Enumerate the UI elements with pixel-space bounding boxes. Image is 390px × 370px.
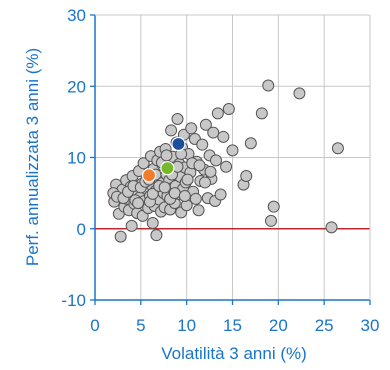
y-tick-label-10: 10: [67, 149, 86, 168]
data-point-96: [325, 221, 338, 234]
data-point-125: [199, 176, 211, 189]
x-tick-label-10: 10: [177, 316, 196, 335]
y-tick-label-30: 30: [67, 6, 86, 25]
data-point-97: [331, 142, 344, 155]
data-point-95: [293, 87, 306, 100]
data-point-84: [217, 130, 230, 143]
data-point-83: [214, 188, 227, 201]
highlight-point-2: [160, 161, 175, 176]
data-point-92: [262, 79, 275, 92]
x-tick-labels: 0 5 10 15 20 25 30: [90, 300, 379, 335]
data-point-127: [210, 154, 222, 167]
x-tick-label-0: 0: [90, 316, 99, 335]
highlight-point-1: [141, 168, 157, 183]
data-point-11: [125, 219, 138, 232]
data-point-121: [181, 173, 194, 186]
data-point-68: [185, 122, 198, 135]
data-point-72: [192, 204, 205, 217]
data-point-113: [158, 181, 171, 194]
x-tick-label-30: 30: [361, 316, 380, 335]
x-tick-label-20: 20: [269, 316, 288, 335]
data-point-4: [114, 230, 127, 243]
data-point-82: [211, 107, 224, 120]
grid-lines: [95, 15, 370, 300]
x-tick-label-25: 25: [315, 316, 334, 335]
data-point-91: [255, 107, 268, 120]
data-point-114: [160, 149, 173, 162]
data-point-32: [150, 229, 163, 242]
data-point-89: [240, 170, 253, 183]
data-point-76: [199, 118, 212, 131]
data-point-109: [146, 187, 159, 200]
data-point-126: [204, 165, 217, 178]
data-point-124: [193, 159, 206, 172]
y-tick-label-20: 20: [67, 77, 86, 96]
data-point-55: [171, 113, 184, 126]
x-tick-label-5: 5: [136, 316, 145, 335]
data-point-117: [168, 187, 181, 200]
data-point-93: [265, 214, 277, 227]
data-point-20: [137, 157, 150, 170]
y-tick-label--10: -10: [61, 291, 86, 310]
data-point-123: [189, 192, 202, 205]
data-point-48: [165, 124, 178, 137]
y-tick-label-0: 0: [77, 220, 86, 239]
data-points: [107, 79, 344, 243]
x-tick-label-15: 15: [223, 316, 242, 335]
data-point-94: [267, 200, 280, 213]
y-axis-title: Perf. annualizzata 3 anni (%): [23, 48, 42, 266]
highlight-point-3: [171, 136, 186, 152]
data-point-87: [226, 144, 239, 157]
data-point-80: [207, 126, 220, 139]
x-axis-title: Volatilità 3 anni (%): [161, 344, 307, 363]
data-point-85: [220, 160, 233, 173]
data-point-104: [132, 197, 145, 210]
data-point-28: [146, 217, 159, 230]
data-point-74: [196, 138, 209, 151]
y-tick-labels: -10 0 10 20 30: [61, 6, 95, 310]
data-point-90: [244, 137, 257, 150]
data-point-86: [222, 103, 235, 116]
data-point-120: [178, 189, 191, 202]
